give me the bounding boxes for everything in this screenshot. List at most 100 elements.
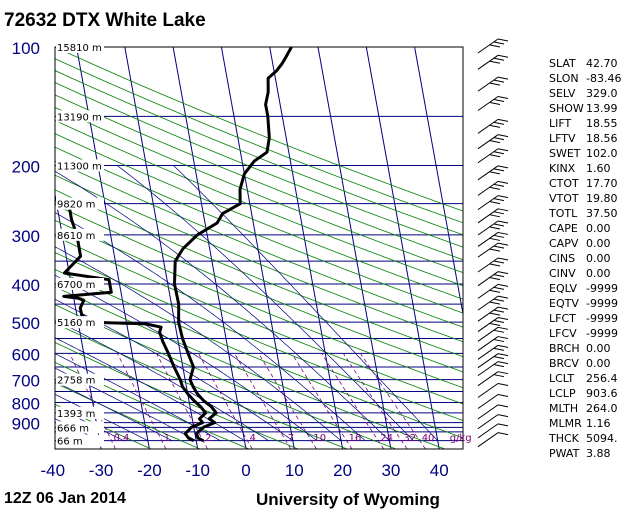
wind-barb-feather <box>497 180 509 184</box>
mixing-ratio-label: 10 <box>313 433 326 444</box>
dry-adiabat <box>55 341 299 449</box>
station-indices-table: SLAT 42.70 SLON -83.46 SELV 329.0 SHOW 13.99 LIF… <box>549 56 633 461</box>
index-value: 0.00 <box>586 237 611 250</box>
index-key: LFCT <box>549 312 576 325</box>
mixing-ratio-label: 4 <box>249 433 255 444</box>
temperature-tick-label: -40 <box>41 461 66 480</box>
wind-barb-feather <box>497 344 509 348</box>
wind-barb-feather <box>489 289 501 293</box>
index-row: LCLT 256.4 <box>549 371 633 386</box>
index-row: EQTV -9999 <box>549 296 633 311</box>
mixing-ratio-line <box>342 353 408 449</box>
index-key: SLAT <box>549 57 576 70</box>
wind-barb-feather <box>489 44 501 48</box>
mixing-ratio-label: 40 <box>422 433 435 444</box>
wind-barb-feather <box>489 248 501 252</box>
wind-barb-feather <box>497 195 509 199</box>
wind-barb-icon <box>477 195 509 211</box>
index-key: BRCH <box>549 342 580 355</box>
dry-adiabat <box>55 403 152 449</box>
mixing-ratio-label: 1 <box>164 433 170 444</box>
wind-barb-shaft <box>477 54 499 70</box>
index-value: -9999 <box>586 297 618 310</box>
wind-barb-feather <box>489 60 501 64</box>
wind-barb-icon <box>477 414 509 430</box>
wind-barb-shaft <box>477 96 499 111</box>
mixing-ratio-label: 2 <box>205 433 211 444</box>
index-row: LFTV 18.56 <box>549 131 633 146</box>
wind-barb-feather <box>489 186 501 190</box>
wind-barb-shaft <box>477 242 499 258</box>
index-value: 329.0 <box>586 87 618 100</box>
index-row: TOTL 37.50 <box>549 206 633 221</box>
height-label: 15810 m <box>57 43 102 54</box>
dry-adiabat <box>55 70 463 236</box>
dry-adiabat <box>55 174 463 343</box>
wind-barb-feather <box>493 309 505 313</box>
index-row: KINX 1.60 <box>549 161 633 176</box>
index-key: LFCV <box>549 327 577 340</box>
index-value: -83.46 <box>586 72 622 85</box>
pressure-tick-label: 800 <box>12 395 40 414</box>
wind-barb-feather <box>497 165 509 169</box>
wind-barb-shaft <box>477 208 499 224</box>
isotherm-line <box>0 47 5 449</box>
height-label: 9820 m <box>57 200 95 211</box>
wind-barb-feather <box>493 364 505 368</box>
wind-barb-shaft <box>477 180 499 196</box>
wind-barb-shaft <box>477 283 499 299</box>
height-label: 666 m <box>57 423 89 434</box>
height-label-bg <box>56 41 104 53</box>
index-value: 102.0 <box>586 147 618 160</box>
index-value: 0.00 <box>586 357 611 370</box>
index-value: 1.16 <box>586 417 611 430</box>
index-value: 13.99 <box>586 102 618 115</box>
wind-barb-feather <box>493 223 505 227</box>
dry-adiabat <box>55 107 463 273</box>
dry-adiabat <box>55 146 463 314</box>
moist-adiabat <box>55 298 294 441</box>
dry-adiabat <box>55 235 463 405</box>
mixing-ratio-line <box>116 353 167 449</box>
wind-barb-feather <box>497 414 509 418</box>
index-value: 18.56 <box>586 132 618 145</box>
sounding-profiles <box>62 47 293 443</box>
wind-barb-icon <box>477 432 509 448</box>
wind-barb-icon <box>477 423 509 439</box>
index-row: LIFT 18.55 <box>549 116 633 131</box>
wind-barb-feather <box>489 102 501 106</box>
moist-adiabat <box>173 165 438 441</box>
pressure-tick-label: 100 <box>12 39 40 58</box>
wind-barb-shaft <box>477 394 499 409</box>
dry-adiabat <box>55 119 463 287</box>
height-label-bg <box>56 373 104 386</box>
wind-barb-icon <box>477 148 509 164</box>
index-value: 42.70 <box>586 57 618 70</box>
height-label-bg <box>56 197 104 210</box>
index-row: LCLP 903.6 <box>549 386 633 401</box>
dry-adiabat <box>55 219 463 389</box>
wind-barb-shaft <box>477 118 499 134</box>
wind-barb-feather <box>493 137 505 141</box>
wind-barb-icon <box>477 96 509 111</box>
index-row: CTOT 17.70 <box>549 176 633 191</box>
wind-barb-feather <box>493 79 505 83</box>
wind-barb-shaft <box>477 232 499 247</box>
wind-barb-feather <box>497 208 509 212</box>
temperature-tick-label: 30 <box>381 461 400 480</box>
wind-barb-shaft <box>477 295 499 311</box>
index-row: CAPV 0.00 <box>549 236 633 251</box>
height-label: 1393 m <box>57 409 95 420</box>
temperature-profile <box>173 47 293 443</box>
wind-barb-feather <box>493 374 505 378</box>
wind-barb-feather <box>497 394 509 397</box>
moist-adiabat <box>55 212 366 441</box>
moist-adiabat <box>116 165 414 441</box>
wind-barb-feather <box>497 271 509 275</box>
wind-barb-icon <box>477 404 509 420</box>
mixing-ratio-label: 24 <box>380 433 393 444</box>
wind-barbs <box>477 38 509 448</box>
wind-barb-icon <box>477 165 509 181</box>
wind-barb-feather <box>497 257 509 261</box>
index-key: VTOT <box>549 192 579 205</box>
